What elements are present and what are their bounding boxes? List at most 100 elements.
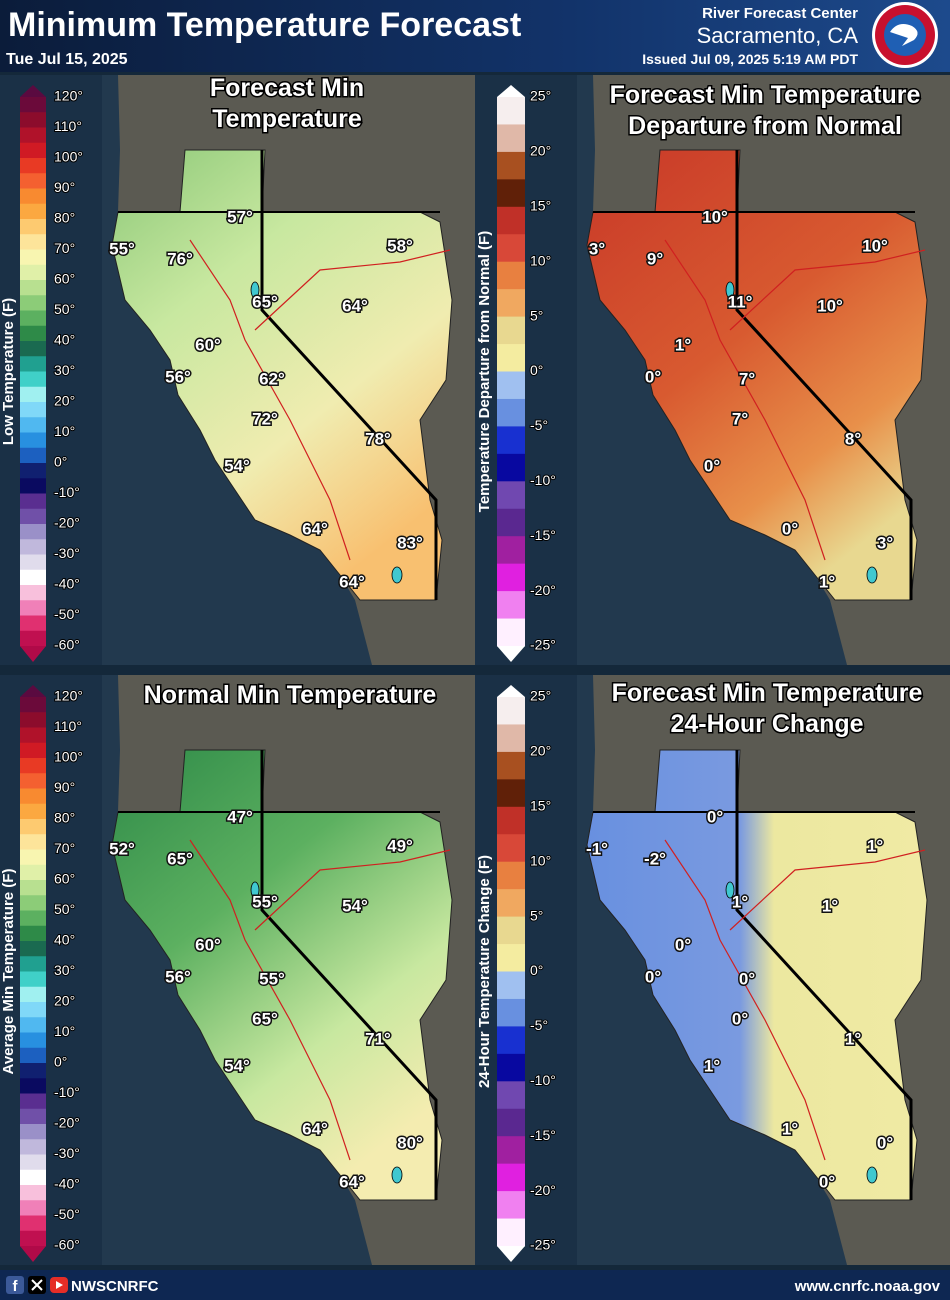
color-band: [497, 151, 525, 180]
legend-tick: 80°: [54, 210, 75, 226]
lake-tahoe: [250, 881, 260, 899]
social-handle[interactable]: NWSCNRFC: [71, 1278, 159, 1295]
legend-tick: -10°: [530, 472, 556, 488]
map-label: 10°: [862, 236, 888, 255]
color-band: [497, 1026, 525, 1055]
map-label: 0°: [707, 807, 723, 826]
color-band: [497, 481, 525, 510]
panel-title: 24-Hour Change: [670, 710, 863, 738]
legend-tick: -30°: [54, 1145, 80, 1161]
state-border: [260, 150, 438, 600]
color-band: [20, 600, 46, 616]
lake-tahoe: [250, 281, 260, 299]
color-band: [20, 895, 46, 911]
color-band: [20, 1108, 46, 1125]
map-label: 78°: [365, 429, 391, 448]
map-label: 64°: [339, 1172, 365, 1191]
legend-tick: -10°: [530, 1072, 556, 1088]
map-label: 60°: [195, 935, 221, 954]
color-band: [20, 742, 46, 759]
color-band: [497, 889, 525, 918]
color-band: [20, 310, 46, 327]
color-band: [20, 986, 46, 1003]
legend-tick: -15°: [530, 1127, 556, 1143]
legend-panel: [475, 75, 577, 665]
legend-tick: -10°: [54, 484, 80, 500]
map-label: 3°: [877, 533, 893, 552]
facebook-icon[interactable]: [6, 1276, 24, 1294]
color-band: [20, 356, 46, 372]
map-label: 76°: [167, 249, 193, 268]
color-band: [497, 261, 525, 290]
map-label: 64°: [342, 296, 368, 315]
legend-tick: 0°: [54, 1054, 67, 1070]
color-band: [20, 1078, 46, 1094]
map-label: 0°: [645, 367, 661, 386]
map-label: 58°: [387, 236, 413, 255]
map-label: 62°: [259, 369, 285, 388]
color-band: [20, 925, 46, 942]
legend-tick: 50°: [54, 901, 75, 917]
color-band: [20, 554, 46, 571]
legend-axis-label: Temperature Departure from Normal (F): [476, 231, 493, 512]
map-label: 11°: [728, 292, 753, 311]
legend-arrow: [497, 1246, 525, 1262]
color-band: [20, 1093, 46, 1110]
color-band: [20, 727, 46, 744]
color-band: [20, 508, 46, 525]
state-border: [260, 750, 438, 1200]
color-band: [497, 453, 525, 482]
map-label: 9°: [647, 249, 663, 268]
color-band: [497, 944, 525, 972]
map-label: 0°: [675, 935, 691, 954]
forecast-date: Tue Jul 15, 2025: [6, 51, 128, 68]
color-band: [497, 916, 525, 945]
legend-tick: 90°: [54, 179, 75, 195]
color-band: [497, 1163, 525, 1192]
map-label: 65°: [167, 849, 193, 868]
legend-tick: -60°: [54, 1237, 80, 1253]
color-band: [497, 971, 525, 1000]
location: Sacramento, CA: [697, 23, 859, 48]
highway: [729, 249, 926, 331]
map-label: 65°: [252, 1009, 278, 1028]
map-label: 7°: [732, 409, 748, 428]
color-band: [20, 971, 46, 988]
header-bar: [0, 0, 950, 72]
highway: [729, 849, 926, 931]
color-band: [497, 1108, 525, 1137]
map-label: 55°: [109, 239, 135, 258]
color-band: [20, 697, 46, 713]
color-band: [20, 758, 46, 774]
map-label: 0°: [819, 1172, 835, 1191]
color-band: [20, 295, 46, 311]
panel-title: Normal Min Temperature: [144, 681, 437, 709]
color-band: [497, 398, 525, 427]
legend-tick: 100°: [54, 149, 83, 165]
map-label: 64°: [302, 1119, 328, 1138]
map-label: 1°: [822, 896, 838, 915]
color-band: [20, 1139, 46, 1155]
salton-sea: [866, 566, 878, 584]
youtube-glyph: [56, 1281, 63, 1289]
color-band: [497, 779, 525, 808]
legend-arrow: [20, 646, 46, 662]
map-label: 56°: [165, 367, 191, 386]
color-band: [497, 536, 525, 565]
map-label: 55°: [252, 892, 278, 911]
map-label: 60°: [195, 335, 221, 354]
legend-tick: 60°: [54, 271, 75, 287]
color-band: [20, 341, 46, 357]
panel-title: Forecast Min Temperature: [610, 81, 921, 109]
legend-tick: 0°: [530, 362, 543, 378]
color-band: [20, 325, 46, 342]
color-band: [497, 618, 525, 647]
map-label: 64°: [339, 572, 365, 591]
website[interactable]: www.cnrfc.noaa.gov: [794, 1278, 941, 1295]
color-band: [497, 124, 525, 153]
state-border: [735, 750, 913, 1200]
legend-arrow: [497, 685, 525, 697]
color-band: [497, 97, 525, 125]
map-label: 54°: [342, 896, 368, 915]
lake-tahoe: [725, 281, 735, 299]
